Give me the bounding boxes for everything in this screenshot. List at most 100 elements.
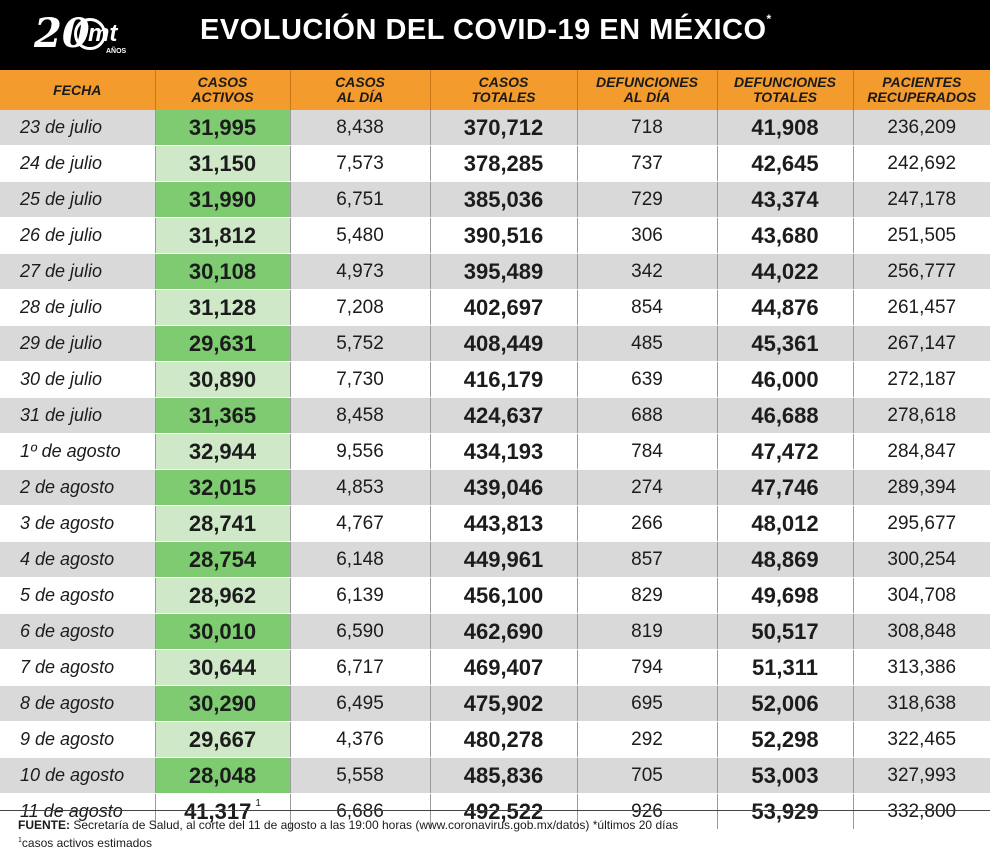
- cell-value: 639: [631, 368, 663, 390]
- cell-value: 6,590: [336, 620, 384, 642]
- cell-value: 46,688: [751, 402, 819, 428]
- logo-sub: AÑOS: [106, 48, 127, 55]
- defunciones-al-dia-cell: 857: [576, 541, 717, 578]
- logo-brand: mt: [88, 20, 118, 47]
- defunciones-totales-cell: 48,869: [716, 541, 853, 578]
- defunciones-totales-cell: 53,929: [716, 793, 853, 830]
- header-line: FECHA: [53, 81, 102, 98]
- casos-totales-cell: 439,046: [429, 469, 577, 506]
- table-row: 30 de julio 30,890 7,730 416,179 639 46,000 27…: [0, 361, 990, 398]
- casos-totales-cell: 416,179: [429, 361, 577, 398]
- source-line: FUENTE: Secretaría de Salud, al corte de…: [18, 818, 978, 833]
- fecha-cell: 9 de agosto: [0, 721, 155, 758]
- cell-value: 378,285: [463, 150, 544, 176]
- header-line: DEFUNCIONES: [596, 74, 698, 90]
- cell-value: 729: [631, 188, 663, 210]
- casos-al-dia-cell: 4,767: [289, 505, 430, 542]
- cell-value: 456,100: [463, 582, 544, 608]
- cell-value: 31,365: [188, 402, 257, 428]
- casos-al-dia-cell: 5,752: [289, 325, 430, 362]
- pacientes-recuperados-cell: 272,187: [852, 361, 990, 398]
- pacientes-recuperados-cell: 284,847: [852, 433, 990, 470]
- header-line: TOTALES: [471, 89, 536, 105]
- cell-value: 475,902: [463, 690, 544, 716]
- cell-value: 395,489: [463, 258, 544, 284]
- casos-al-dia-cell: 6,717: [289, 649, 430, 686]
- cell-value: 402,697: [463, 294, 544, 320]
- defunciones-al-dia-cell: 695: [576, 685, 717, 722]
- pacientes-recuperados-cell: 267,147: [852, 325, 990, 362]
- defunciones-al-dia-cell: 784: [576, 433, 717, 470]
- casos-totales-cell: 378,285: [429, 145, 577, 182]
- defunciones-totales-cell: 47,472: [716, 433, 853, 470]
- cell-value: 41,908: [751, 114, 819, 140]
- cell-value: 46,000: [751, 366, 819, 392]
- cell-value: 7,573: [336, 152, 384, 174]
- casos-totales-cell: 443,813: [429, 505, 577, 542]
- fecha-cell: 5 de agosto: [0, 577, 155, 614]
- casos-activos-cell: 28,048: [154, 757, 290, 794]
- casos-al-dia-cell: 6,686: [289, 793, 430, 830]
- casos-activos-cell: 28,741: [154, 505, 290, 542]
- cell-value: 926: [631, 800, 663, 822]
- cell-value: 819: [631, 620, 663, 642]
- table-row: 24 de julio 31,150 7,573 378,285 737 42,645 24…: [0, 145, 990, 182]
- defunciones-totales-cell: 42,645: [716, 145, 853, 182]
- cell-value: 829: [631, 584, 663, 606]
- cell-value: 32,944: [188, 438, 257, 464]
- cell-value: 30,644: [188, 654, 257, 680]
- defunciones-totales-cell: 51,311: [716, 649, 853, 686]
- col-pacientes-recuperados-header: PACIENTES RECUPERADOS: [852, 70, 990, 110]
- cell-value: 284,847: [887, 440, 957, 462]
- casos-totales-cell: 456,100: [429, 577, 577, 614]
- estimate-footnote-mark: 1: [255, 798, 261, 810]
- defunciones-al-dia-cell: 926: [576, 793, 717, 830]
- cell-value: 29,631: [188, 330, 257, 356]
- cell-value: 416,179: [463, 366, 544, 392]
- cell-value: 318,638: [887, 692, 957, 714]
- pacientes-recuperados-cell: 313,386: [852, 649, 990, 686]
- cell-value: 28,741: [188, 510, 257, 536]
- cell-value: 718: [631, 116, 663, 138]
- cell-value: 5 de agosto: [20, 585, 115, 605]
- cell-value: 44,876: [751, 294, 819, 320]
- fecha-cell: 10 de agosto: [0, 757, 155, 794]
- col-casos-al-dia-header: CASOS AL DÍA: [289, 70, 430, 110]
- fecha-cell: 30 de julio: [0, 361, 155, 398]
- cell-value: 43,680: [751, 222, 819, 248]
- cell-value: 332,800: [887, 800, 957, 822]
- cell-value: 295,677: [887, 512, 957, 534]
- cell-value: 342: [631, 260, 663, 282]
- cell-value: 261,457: [887, 296, 957, 318]
- cell-value: 6 de agosto: [20, 621, 115, 641]
- defunciones-totales-cell: 49,698: [716, 577, 853, 614]
- pacientes-recuperados-cell: 261,457: [852, 289, 990, 326]
- cell-value: 26 de julio: [20, 225, 103, 245]
- col-defunciones-al-dia-header: DEFUNCIONES AL DÍA: [576, 70, 717, 110]
- casos-al-dia-cell: 8,458: [289, 397, 430, 434]
- page-title: EVOLUCIÓN DEL COVID-19 EN MÉXICO*: [200, 12, 772, 47]
- fecha-cell: 28 de julio: [0, 289, 155, 326]
- note-text: casos activos estimados: [21, 836, 152, 850]
- cell-value: 30 de julio: [20, 369, 103, 389]
- cell-value: 322,465: [887, 728, 957, 750]
- casos-totales-cell: 475,902: [429, 685, 577, 722]
- pacientes-recuperados-cell: 278,618: [852, 397, 990, 434]
- pacientes-recuperados-cell: 251,505: [852, 217, 990, 254]
- cell-value: 5,558: [336, 764, 384, 786]
- cell-value: 705: [631, 764, 663, 786]
- fecha-cell: 29 de julio: [0, 325, 155, 362]
- cell-value: 32,015: [188, 474, 257, 500]
- cell-value: 266: [631, 512, 663, 534]
- table-row: 3 de agosto 28,741 4,767 443,813 266 48,012 29…: [0, 505, 990, 542]
- cell-value: 10 de agosto: [20, 765, 125, 785]
- table-row: 23 de julio 31,995 8,438 370,712 718 41,908 23…: [0, 110, 990, 146]
- pacientes-recuperados-cell: 247,178: [852, 181, 990, 218]
- header-line: AL DÍA: [336, 89, 384, 105]
- fecha-cell: 25 de julio: [0, 181, 155, 218]
- cell-value: 408,449: [463, 330, 544, 356]
- header-line: CASOS: [478, 74, 529, 90]
- cell-value: 695: [631, 692, 663, 714]
- column-header-row: FECHA CASOS ACTIVOS CASOS AL DÍA CASOS TOTALES…: [0, 70, 990, 110]
- table-row: 28 de julio 31,128 7,208 402,697 854 44,876 26…: [0, 289, 990, 326]
